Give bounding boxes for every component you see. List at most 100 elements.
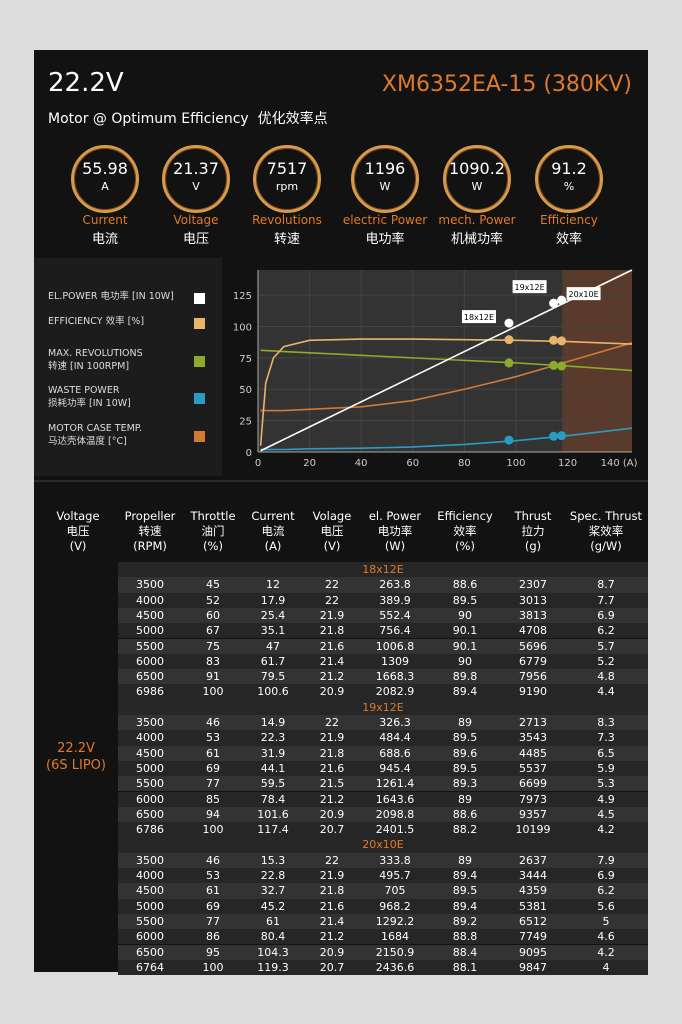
table-cell: 14.9 — [260, 716, 286, 729]
table-cell: 7.7 — [597, 593, 615, 607]
table-cell: 90.1 — [452, 624, 478, 638]
table-cell: 9357 — [519, 807, 547, 821]
table-cell: 22 — [325, 716, 339, 729]
table-cell: 31.9 — [260, 746, 286, 760]
table-cell: 22.3 — [260, 731, 286, 745]
table-cell: 91 — [206, 670, 220, 684]
table-cell: 100 — [202, 960, 224, 974]
table-cell: 100 — [202, 685, 224, 699]
gauge-ring — [253, 145, 321, 213]
legend-label: MOTOR CASE TEMP. 马达壳体温度 [°C] — [48, 423, 143, 447]
operating-point — [557, 336, 567, 346]
table-cell: 3444 — [519, 869, 547, 882]
table-cell: 6500 — [136, 945, 164, 959]
table-cell: 2082.9 — [375, 685, 415, 699]
gauge-unit: rpm — [275, 180, 299, 193]
table-cell: 90.1 — [452, 639, 478, 653]
point-label-box — [566, 287, 601, 301]
table-cell: 688.6 — [379, 746, 411, 760]
gauge-unit: V — [192, 180, 200, 193]
table-cell: 3500 — [136, 853, 164, 867]
table-row — [118, 760, 648, 777]
table-cell: 4.9 — [597, 792, 615, 806]
table-cell: 3500 — [136, 716, 164, 729]
table-cell: 6779 — [519, 654, 547, 668]
group-row — [118, 837, 648, 853]
table-cell: 89.5 — [452, 593, 478, 607]
table-cell: 2637 — [519, 853, 547, 867]
operating-point — [549, 431, 559, 441]
table-cell: 4000 — [136, 869, 164, 882]
table-cell: 89.2 — [452, 914, 478, 928]
table-cell: 89.4 — [452, 899, 478, 913]
x-tick-label: 0 — [255, 458, 261, 469]
table-row — [118, 883, 648, 899]
x-tick-label: 60 — [406, 458, 419, 469]
table-cell: 25.4 — [260, 608, 286, 622]
x-tick-label: 80 — [458, 458, 471, 469]
table-cell: 4500 — [136, 608, 164, 622]
column-header: Spec. Thrust 桨效率 (g/W) — [569, 509, 643, 553]
table-cell: 6.9 — [597, 608, 615, 622]
table-cell: 22 — [325, 853, 339, 867]
subtitle: Motor @ Optimum Efficiency 优化效率点 — [48, 111, 328, 127]
table-cell: 5.3 — [597, 777, 615, 791]
operating-point — [549, 298, 559, 308]
table-cell: 52 — [206, 593, 220, 607]
table-cell: 89 — [458, 716, 472, 729]
point-label: 18x12E — [464, 313, 494, 322]
table-cell: 263.8 — [379, 578, 411, 592]
table-cell: 8.3 — [597, 716, 615, 729]
table-cell: 9190 — [519, 685, 547, 699]
table-cell: 4.6 — [597, 930, 615, 944]
voltage-title: 22.2V — [48, 68, 124, 98]
gauge-ring — [535, 145, 603, 213]
group-title: 19x12E — [362, 700, 404, 714]
table-cell: 100 — [202, 823, 224, 837]
series-line — [260, 269, 633, 452]
table-cell: 20.7 — [319, 960, 345, 974]
table-cell: 46 — [206, 853, 220, 867]
gauge-label: Current — [82, 213, 128, 227]
gauge-label-cn: 电功率 — [365, 232, 405, 247]
table-cell: 89.4 — [452, 869, 478, 882]
table-cell: 89.6 — [452, 746, 478, 760]
table-cell: 6764 — [136, 960, 164, 974]
gauge-unit: W — [379, 180, 391, 193]
column-header: Current 电流 (A) — [251, 509, 295, 553]
table-cell: 21.2 — [319, 792, 345, 806]
table-row — [118, 669, 648, 685]
table-cell: 6986 — [136, 685, 164, 699]
y-tick-label: 25 — [239, 417, 252, 428]
table-cell: 3543 — [519, 731, 547, 745]
table-cell: 6512 — [519, 914, 547, 928]
table-cell: 21.6 — [319, 761, 345, 775]
table-cell: 6000 — [136, 792, 164, 806]
table-cell: 2098.8 — [375, 807, 415, 821]
table-cell: 20.7 — [319, 823, 345, 837]
table-cell: 89.5 — [452, 884, 478, 898]
table-cell: 15.3 — [260, 853, 286, 867]
chart: 0 25 50 75 100 125 0 20 40 60 80 100 120 140 (A) 18x12… — [233, 269, 638, 469]
table-cell: 6500 — [136, 670, 164, 684]
table-cell: 6786 — [136, 823, 164, 837]
table-row — [118, 653, 648, 670]
legend-swatch — [194, 318, 205, 329]
table-cell: 89.5 — [452, 761, 478, 775]
table-cell: 101.6 — [257, 807, 289, 821]
table-cell: 326.3 — [379, 716, 411, 729]
table-cell: 4.2 — [597, 823, 615, 837]
table-cell: 2150.9 — [375, 945, 415, 959]
table-cell: 484.4 — [379, 731, 411, 745]
gauge-label: Voltage — [173, 213, 219, 227]
table-row — [118, 868, 648, 884]
legend-label: MAX. REVOLUTIONS 转速 [IN 100RPM] — [48, 348, 143, 372]
table-cell: 4.4 — [597, 685, 615, 699]
point-label: 19x12E — [515, 283, 545, 292]
column-header: Throttle 油门 (%) — [190, 509, 236, 553]
table-cell: 21.9 — [319, 731, 345, 745]
table-cell: 88.8 — [452, 930, 478, 944]
table-cell: 20.9 — [319, 807, 345, 821]
x-tick-label: 100 — [506, 458, 525, 469]
